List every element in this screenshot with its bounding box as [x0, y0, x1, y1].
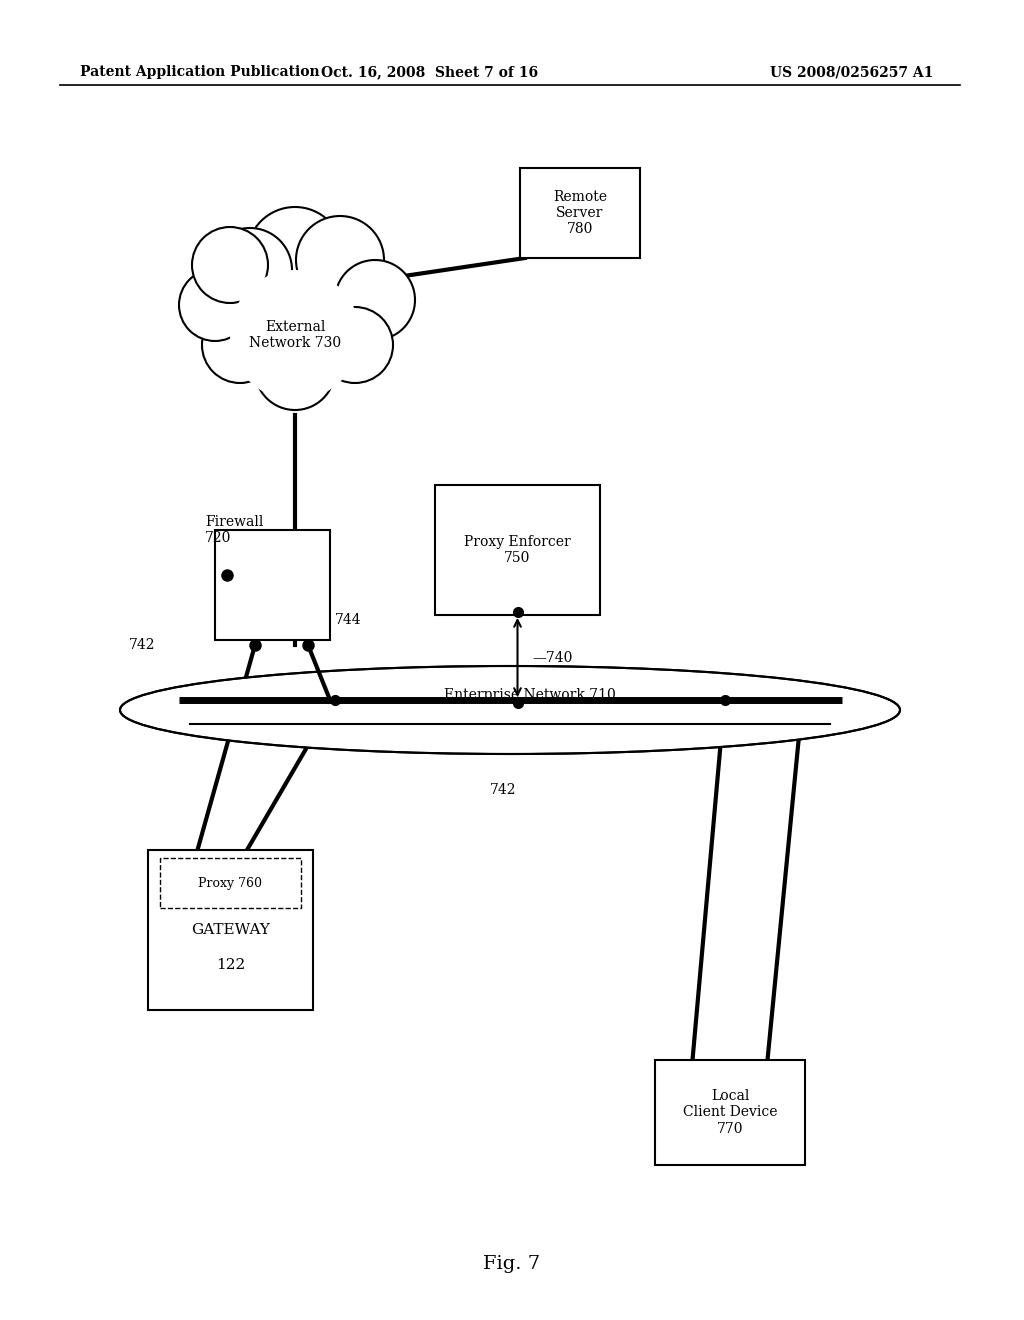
- Text: Patent Application Publication: Patent Application Publication: [80, 65, 319, 79]
- Ellipse shape: [120, 667, 900, 754]
- Circle shape: [193, 227, 268, 304]
- Text: Firewall
720: Firewall 720: [205, 515, 263, 545]
- Text: 122: 122: [216, 958, 245, 972]
- Text: Remote
Server
780: Remote Server 780: [553, 190, 607, 236]
- Text: Proxy Enforcer
750: Proxy Enforcer 750: [464, 535, 570, 565]
- Circle shape: [230, 271, 360, 400]
- Circle shape: [225, 265, 365, 405]
- Text: Enterprise Network 710: Enterprise Network 710: [444, 688, 615, 702]
- Bar: [148, 850, 313, 1010]
- Circle shape: [335, 260, 415, 341]
- Bar: [215, 531, 330, 640]
- Text: Proxy 760: Proxy 760: [199, 876, 262, 890]
- Text: External
Network 730: External Network 730: [249, 319, 341, 350]
- Text: 742: 742: [490, 783, 516, 797]
- Circle shape: [179, 269, 251, 341]
- Circle shape: [202, 308, 278, 383]
- Circle shape: [296, 216, 384, 304]
- Text: —740: —740: [532, 651, 572, 664]
- Circle shape: [247, 207, 343, 304]
- Text: 744: 744: [335, 612, 361, 627]
- Bar: [435, 484, 600, 615]
- Text: US 2008/0256257 A1: US 2008/0256257 A1: [770, 65, 933, 79]
- Text: GATEWAY: GATEWAY: [191, 923, 270, 937]
- Bar: [160, 858, 301, 908]
- Bar: [655, 1060, 805, 1166]
- Text: Fig. 7: Fig. 7: [483, 1255, 541, 1272]
- Circle shape: [208, 228, 292, 312]
- Circle shape: [317, 308, 393, 383]
- Circle shape: [255, 330, 335, 411]
- Bar: [520, 168, 640, 257]
- Text: Local
Client Device
770: Local Client Device 770: [683, 1089, 777, 1135]
- Text: Oct. 16, 2008  Sheet 7 of 16: Oct. 16, 2008 Sheet 7 of 16: [322, 65, 539, 79]
- Text: 742: 742: [128, 638, 155, 652]
